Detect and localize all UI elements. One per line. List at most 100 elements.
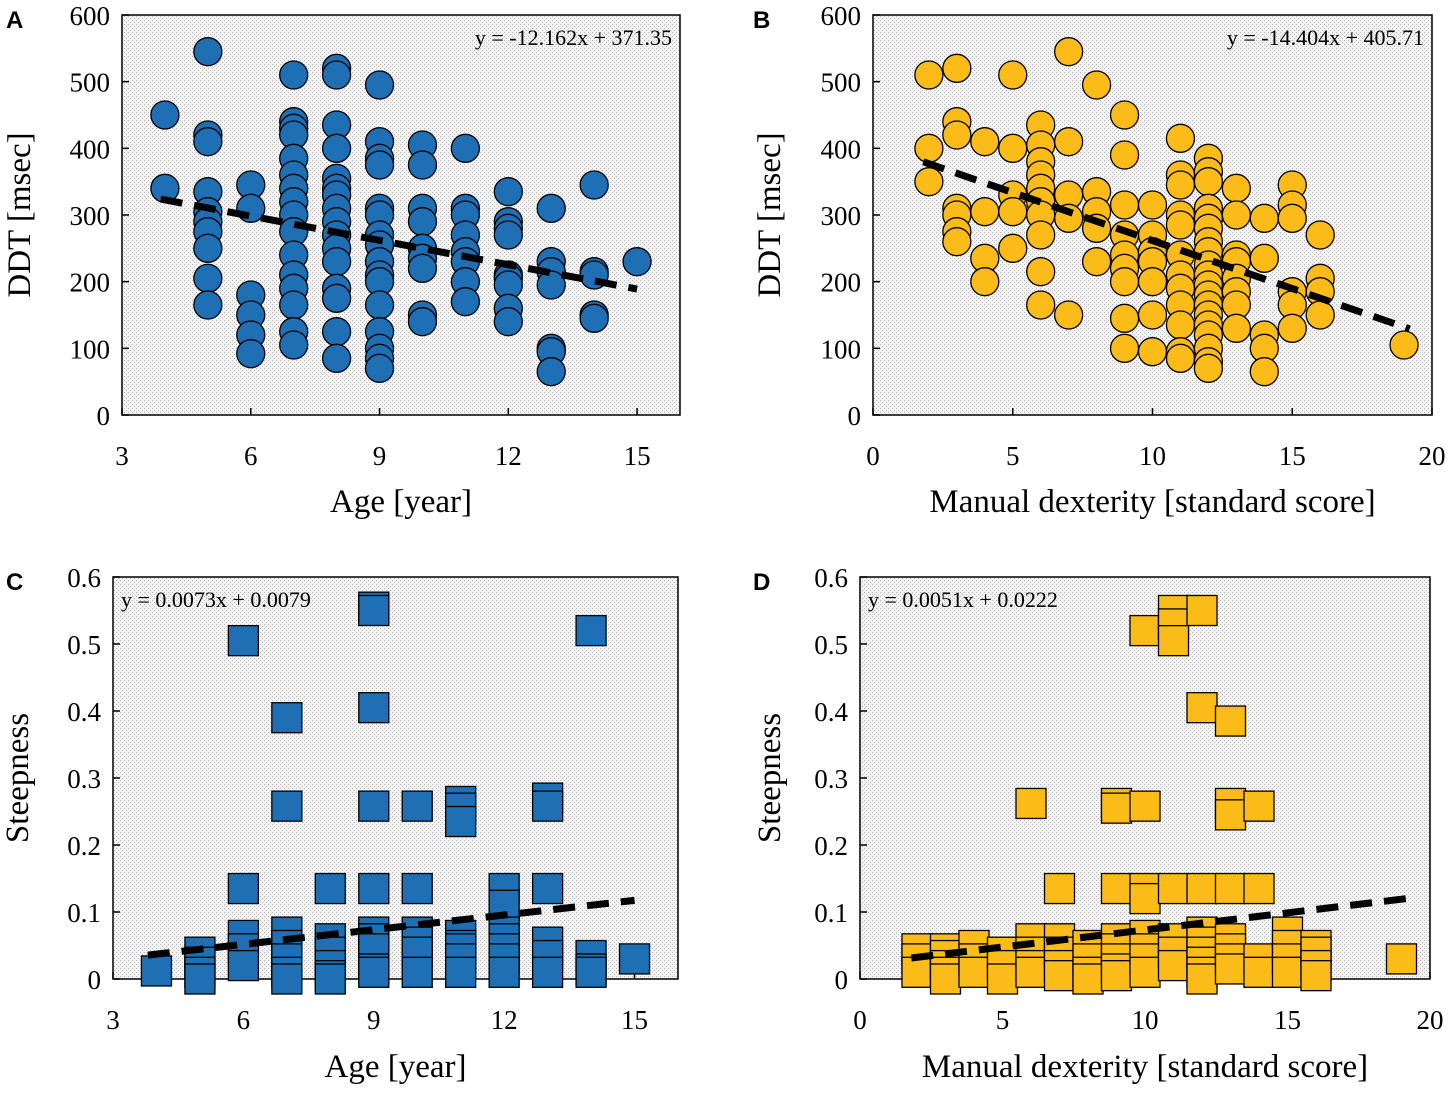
- data-point: [401, 790, 433, 822]
- x-tick-label: 20: [1419, 441, 1446, 471]
- panel-letter: B: [753, 7, 770, 34]
- y-axis-label: DDT [msec]: [2, 132, 38, 297]
- y-tick-label: 0.6: [67, 563, 101, 593]
- y-tick-label: 0.5: [814, 630, 848, 660]
- data-point: [140, 955, 173, 987]
- data-point: [929, 963, 962, 995]
- data-point: [531, 790, 564, 822]
- data-point: [1109, 190, 1140, 220]
- data-point: [1165, 170, 1196, 200]
- panel-letter: A: [6, 7, 23, 34]
- y-tick-label: 200: [821, 268, 862, 298]
- data-point: [1249, 243, 1279, 273]
- y-tick-label: 500: [70, 68, 111, 98]
- data-point: [279, 290, 309, 320]
- trend-line: [922, 158, 1411, 333]
- data-point: [970, 197, 1000, 227]
- data-point: [1109, 140, 1140, 170]
- data-point: [1137, 337, 1168, 367]
- data-point: [1165, 310, 1196, 340]
- data-point: [364, 70, 395, 100]
- data-point: [1157, 949, 1190, 982]
- data-point: [1221, 313, 1251, 343]
- data-point: [1026, 290, 1056, 320]
- data-point: [1214, 872, 1247, 905]
- y-tick-label: 0.1: [67, 898, 101, 928]
- data-point: [445, 805, 477, 838]
- data-point: [1015, 956, 1047, 988]
- data-point: [184, 963, 216, 995]
- data-point: [1100, 792, 1133, 824]
- y-tick-label: 0.2: [814, 831, 848, 861]
- data-point: [1249, 203, 1279, 233]
- data-point: [407, 207, 438, 237]
- data-point: [271, 702, 303, 734]
- data-point: [1081, 70, 1112, 100]
- data-point: [279, 60, 309, 90]
- trend-equation: y = -14.404x + 405.71: [1227, 25, 1424, 50]
- panel-letter: C: [6, 569, 23, 596]
- data-point: [1043, 872, 1076, 905]
- data-point: [1389, 330, 1419, 360]
- data-points: [901, 594, 1418, 995]
- y-tick-label: 0.5: [67, 630, 101, 660]
- data-point: [958, 956, 990, 988]
- y-tick-label: 0.3: [814, 764, 848, 794]
- data-point: [271, 963, 303, 995]
- x-tick-label: 20: [1417, 1005, 1444, 1035]
- data-point: [321, 60, 352, 90]
- panel-letter: D: [753, 569, 770, 596]
- y-tick-label: 0.4: [814, 697, 848, 727]
- data-point: [314, 963, 346, 995]
- data-point: [914, 60, 944, 90]
- data-point: [493, 177, 523, 207]
- x-tick-label: 9: [373, 441, 387, 471]
- data-point: [998, 60, 1028, 90]
- data-point: [901, 956, 933, 988]
- data-point: [493, 307, 523, 337]
- data-point: [1109, 333, 1140, 363]
- data-point: [575, 614, 607, 647]
- y-tick-label: 0: [848, 401, 862, 431]
- data-point: [970, 127, 1000, 157]
- data-point: [942, 53, 972, 83]
- data-point: [1243, 956, 1275, 988]
- data-point: [1305, 220, 1335, 250]
- x-axis-label: Manual dexterity [standard score]: [922, 1049, 1368, 1085]
- data-point: [998, 197, 1028, 227]
- data-point: [1305, 300, 1335, 330]
- data-point: [364, 150, 395, 180]
- data-point: [1221, 200, 1251, 230]
- data-point: [321, 133, 352, 163]
- x-tick-label: 5: [1006, 441, 1020, 471]
- y-tick-label: 600: [70, 1, 111, 31]
- data-point: [493, 220, 523, 250]
- data-point: [531, 872, 564, 905]
- trend-equation: y = -12.162x + 371.35: [475, 25, 672, 50]
- data-point: [1186, 963, 1218, 995]
- x-tick-label: 12: [491, 1005, 518, 1035]
- data-point: [1100, 872, 1133, 905]
- y-tick-label: 100: [821, 334, 862, 364]
- data-point: [1129, 882, 1161, 915]
- data-point: [1026, 220, 1056, 250]
- data-point: [1137, 300, 1168, 330]
- data-point: [970, 267, 1000, 297]
- data-point: [279, 330, 309, 360]
- data-point: [1243, 872, 1275, 905]
- y-tick-label: 0.2: [67, 831, 101, 861]
- data-point: [1054, 127, 1084, 157]
- data-point: [914, 167, 944, 197]
- data-point: [942, 120, 972, 150]
- data-point: [227, 872, 260, 905]
- x-tick-label: 3: [115, 441, 129, 471]
- data-point: [193, 263, 223, 293]
- data-point: [1043, 960, 1076, 992]
- data-point: [536, 357, 566, 387]
- x-tick-label: 10: [1132, 1005, 1159, 1035]
- trend-line: [159, 195, 638, 293]
- data-point: [536, 270, 566, 300]
- data-point: [271, 790, 303, 822]
- data-point: [1015, 787, 1047, 820]
- x-tick-label: 6: [244, 441, 258, 471]
